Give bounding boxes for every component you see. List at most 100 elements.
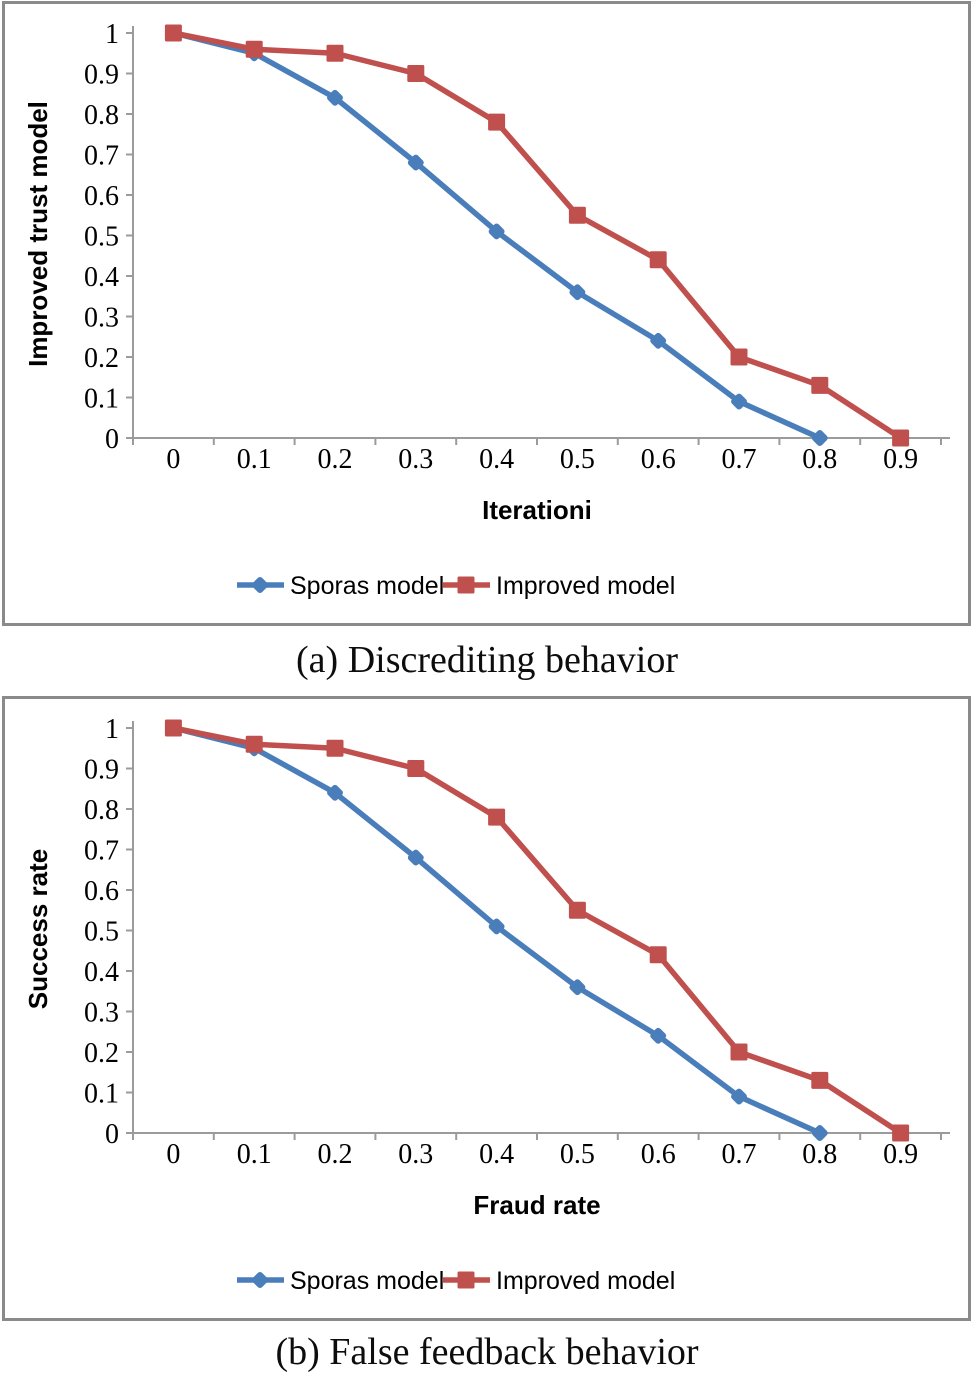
y-tick-label: 0.2 [84, 343, 119, 374]
x-tick-label: 0.5 [560, 1139, 595, 1170]
x-tick-label: 0.6 [641, 1139, 676, 1170]
marker-square [568, 901, 586, 919]
x-tick-label: 0 [166, 1139, 180, 1170]
marker-square [407, 760, 425, 777]
series-line [170, 30, 904, 441]
x-tick-label: 0.8 [802, 1139, 837, 1170]
series-sporas-model [165, 720, 828, 1141]
marker-square [649, 251, 667, 269]
chart-b-panel: 0 0.1 0.2 0.3 0.4 0.5 0.6 0.7 0.8 0.9 1 0 0.1 0.2 0.3 0… [2, 696, 971, 1321]
y-tick-label: 0 [105, 424, 119, 455]
y-tick-label: 0.7 [84, 141, 119, 172]
chart-a-canvas: 00.10.20.30.40.50.60.70.80.910 0.1 0.2 0.3 0… [23, 19, 950, 600]
y-axis-title: Improved trust model [23, 101, 53, 367]
marker-diamond [731, 1088, 747, 1105]
marker-square [488, 113, 506, 131]
x-tick-label: 0.3 [398, 1139, 433, 1170]
marker-diamond [407, 849, 424, 866]
chart-a-panel: 0 0.1 0.2 0.3 0.4 0.5 0.6 0.7 0.8 0.9 1 0 0.1 0.2 0.3 0… [2, 1, 971, 626]
marker-square [164, 719, 182, 737]
y-axis: 0 0.1 0.2 0.3 0.4 0.5 0.6 0.7 0.8 0.9 1 [84, 19, 134, 455]
legend-item-label: Sporas model [290, 1267, 444, 1295]
x-axis: 0 0.1 0.2 0.3 0.4 0.5 0.6 0.7 0.8 0.9 [132, 437, 950, 475]
y-tick-label: 0.1 [84, 384, 119, 415]
legend-item-label: Sporas model [290, 572, 444, 600]
x-tick-label: 0.5 [560, 444, 595, 475]
y-tick-label: 0 [105, 1119, 119, 1150]
marker-square [730, 348, 748, 366]
marker-diamond [407, 154, 424, 171]
legend-item-label: Improved model [496, 572, 675, 600]
y-tick-label: 0.9 [84, 755, 119, 786]
y-tick-label: 0.2 [84, 1038, 119, 1069]
x-tick-label: 0.4 [479, 1139, 514, 1170]
x-tick-label: 0.8 [802, 444, 837, 475]
y-tick-label: 1 [105, 19, 119, 50]
x-axis-title: Fraud rate [473, 1190, 600, 1220]
series-improved-model [164, 719, 910, 1142]
y-tick-label: 1 [105, 714, 119, 745]
marker-square [649, 946, 667, 964]
x-tick-label: 0.9 [883, 444, 918, 475]
marker-diamond [811, 430, 828, 446]
y-tick-label: 0.1 [84, 1079, 119, 1110]
marker-square [245, 40, 263, 58]
x-tick-label: 0.2 [318, 444, 353, 475]
marker-square [730, 1043, 748, 1061]
marker-square [457, 1271, 475, 1289]
marker-square [326, 44, 344, 62]
marker-diamond [252, 1272, 268, 1288]
y-tick-label: 0.6 [84, 181, 119, 212]
x-tick-label: 0.2 [318, 1139, 353, 1170]
marker-square [488, 808, 506, 826]
y-tick-label: 0.3 [84, 303, 119, 334]
x-tick-label: 0.1 [237, 1139, 272, 1170]
marker-diamond [650, 332, 667, 349]
x-tick-label: 0.6 [641, 444, 676, 475]
marker-square [457, 576, 475, 594]
legend-item-label: Improved model [496, 1267, 675, 1295]
series-sporas-model [165, 25, 828, 446]
marker-square [811, 1071, 829, 1089]
chart-a-caption: (a) Discrediting behavior [296, 639, 678, 681]
marker-diamond [731, 393, 747, 410]
y-tick-label: 0.4 [84, 957, 119, 988]
marker-diamond [252, 577, 268, 593]
marker-diamond [569, 979, 586, 996]
marker-diamond [488, 918, 505, 935]
marker-diamond [488, 223, 505, 240]
y-tick-label: 0.8 [84, 795, 119, 826]
x-tick-label: 0.7 [722, 1139, 757, 1170]
y-tick-label: 0.5 [84, 222, 119, 253]
chart-b-caption: (b) False feedback behavior [275, 1331, 699, 1373]
y-tick-label: 0.8 [84, 100, 119, 131]
marker-square [326, 739, 344, 757]
x-tick-label: 0 [166, 444, 180, 475]
marker-diamond [569, 284, 586, 301]
y-tick-label: 0.7 [84, 836, 119, 867]
marker-square [892, 1124, 910, 1142]
y-tick-label: 0.9 [84, 60, 119, 91]
marker-square [245, 735, 263, 753]
x-tick-label: 0.4 [479, 444, 514, 475]
marker-diamond [327, 784, 343, 801]
marker-square [164, 24, 182, 42]
x-tick-label: 0.9 [883, 1139, 918, 1170]
x-axis-title: Iterationi [482, 495, 592, 525]
marker-square [568, 206, 586, 224]
x-tick-label: 0.7 [722, 444, 757, 475]
y-tick-label: 0.4 [84, 262, 119, 293]
marker-diamond [811, 1125, 828, 1141]
y-axis: 0 0.1 0.2 0.3 0.4 0.5 0.6 0.7 0.8 0.9 1 [84, 714, 134, 1150]
marker-square [407, 65, 425, 82]
series-improved-model [164, 24, 910, 447]
x-tick-label: 0.1 [237, 444, 272, 475]
marker-square [811, 376, 829, 394]
x-axis: 0 0.1 0.2 0.3 0.4 0.5 0.6 0.7 0.8 0.9 [132, 1132, 950, 1170]
marker-diamond [650, 1027, 667, 1044]
y-tick-label: 0.3 [84, 998, 119, 1029]
y-axis-title: Success rate [23, 849, 53, 1009]
chart-b-canvas: 00.10.20.30.40.50.60.70.80.910 0.1 0.2 0.3 0… [23, 714, 950, 1295]
marker-diamond [327, 89, 343, 106]
